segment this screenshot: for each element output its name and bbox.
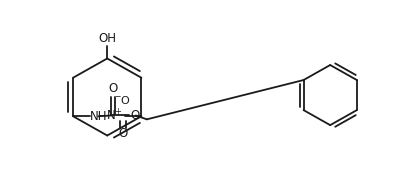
Text: N$^{+}$: N$^{+}$ [106,109,123,124]
Text: OH: OH [98,32,116,45]
Text: O: O [108,82,118,95]
Text: O: O [131,109,140,122]
Text: $^{-}$O: $^{-}$O [114,94,131,106]
Text: NH: NH [90,110,108,123]
Text: O: O [118,127,128,140]
